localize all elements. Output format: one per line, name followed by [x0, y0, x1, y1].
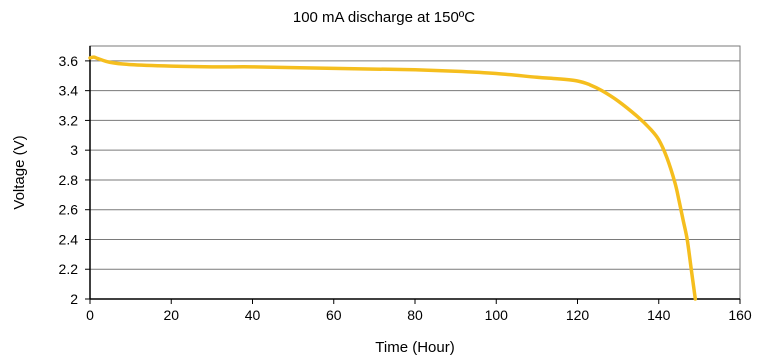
- x-tick-label: 20: [163, 307, 179, 323]
- x-axis-label: Time (Hour): [375, 339, 454, 356]
- x-tick-label: 160: [728, 307, 752, 323]
- y-tick-label: 2.2: [59, 261, 79, 277]
- axes: [89, 45, 741, 300]
- y-tick-label: 2.4: [59, 231, 79, 247]
- tick-labels: 0 20 40 60 80 100 120 140 160 2 2.2 2.4 2.6 2.8 3 3.2 3.…: [59, 53, 752, 323]
- x-tick-label: 140: [647, 307, 671, 323]
- x-tick-label: 60: [326, 307, 342, 323]
- y-tick-label: 2.8: [59, 172, 79, 188]
- series-layer: [88, 55, 698, 301]
- y-tick-label: 2.6: [59, 202, 79, 218]
- x-tick-label: 80: [407, 307, 423, 323]
- x-tick-label: 120: [566, 307, 590, 323]
- plot-frame: [89, 45, 741, 300]
- x-tick-label: 100: [485, 307, 509, 323]
- y-tick-label: 2: [70, 291, 78, 307]
- gridlines: [90, 60, 740, 270]
- series-line-0: [88, 55, 698, 301]
- y-tick-label: 3.6: [59, 53, 79, 69]
- x-tick-label: 40: [245, 307, 261, 323]
- x-tick-label: 0: [86, 307, 94, 323]
- y-tick-label: 3.2: [59, 112, 79, 128]
- chart-title: 100 mA discharge at 150ºC: [293, 9, 475, 26]
- y-tick-label: 3.4: [59, 83, 79, 99]
- y-tick-label: 3: [70, 142, 78, 158]
- y-axis-label: Voltage (V): [11, 135, 28, 209]
